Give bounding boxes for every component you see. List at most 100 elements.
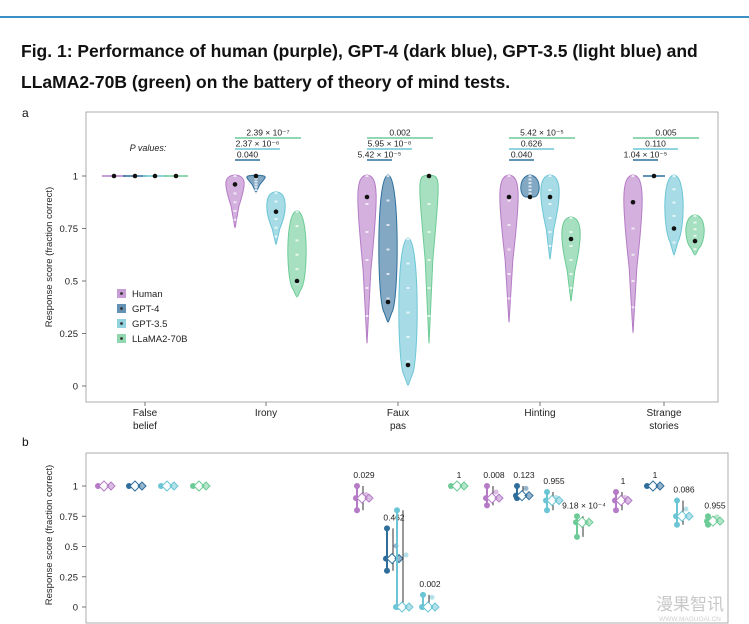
violin-point <box>631 280 635 282</box>
violin-point <box>672 188 676 191</box>
legend-dot <box>120 322 123 325</box>
y-tick-label: 0.5 <box>65 277 78 288</box>
median-dot <box>527 194 533 200</box>
panel-b-frame <box>85 452 729 624</box>
violin-point <box>386 224 390 226</box>
value-dot <box>420 591 426 598</box>
legend-entry: Human <box>132 289 163 300</box>
median-dot <box>232 182 238 187</box>
violin-point <box>386 273 390 275</box>
violin-point <box>406 262 410 265</box>
violin-point <box>427 287 431 289</box>
violin-0-3 <box>499 174 519 324</box>
violin-point <box>254 186 258 189</box>
violin-point <box>254 183 258 186</box>
dot-group-7: 0.002 <box>419 579 441 613</box>
violin-point <box>528 189 532 191</box>
value-dot <box>384 525 390 532</box>
x-tick-label: Hinting <box>524 408 555 419</box>
mean-diamond <box>584 517 594 528</box>
dot-group-3 <box>190 480 211 492</box>
violin-point <box>507 175 511 177</box>
violin-3-3 <box>561 216 581 303</box>
value-dot <box>484 483 490 489</box>
y-tick-label: 0.5 <box>65 542 78 553</box>
violin-point <box>427 259 431 261</box>
violin-point <box>528 182 532 184</box>
mean-diamond <box>137 481 147 491</box>
violin-point <box>693 254 697 257</box>
violin-point <box>427 203 431 205</box>
value-dot <box>353 495 359 502</box>
panel-a-y-label: Response score (fraction correct) <box>44 187 55 327</box>
mean-diamond <box>486 492 498 504</box>
violin-point <box>548 259 552 261</box>
mean-diamond <box>422 601 434 613</box>
violin-point <box>631 175 635 177</box>
median-dot <box>651 173 657 179</box>
x-tick-label: Irony <box>255 408 277 419</box>
median-dot <box>547 194 553 200</box>
violin-point <box>274 218 278 221</box>
violin-0-0 <box>102 173 126 179</box>
legend-entry: GPT-3.5 <box>132 319 167 330</box>
value-dot <box>574 513 580 520</box>
value-dot <box>683 506 689 512</box>
violin-point <box>528 192 532 195</box>
mean-diamond <box>169 481 179 491</box>
violin-1-4 <box>643 173 665 179</box>
value-dot <box>483 495 489 502</box>
violin-point <box>672 201 676 204</box>
mean-diamond <box>404 602 414 612</box>
value-dot <box>484 502 490 509</box>
violin-point <box>254 189 258 191</box>
dot-group-2 <box>158 480 179 492</box>
violin-point <box>365 203 369 205</box>
violin-point <box>507 297 511 300</box>
value-dot <box>383 555 389 562</box>
value-dot <box>644 483 650 489</box>
median-dot <box>506 194 512 200</box>
value-dot <box>403 552 409 558</box>
pvalue-text: 0.002 <box>389 128 411 138</box>
violin-point <box>365 259 369 261</box>
pvalue-text: 0.462 <box>383 512 405 522</box>
mean-diamond <box>129 480 141 492</box>
legend-dot <box>120 292 123 295</box>
violin-point <box>693 234 697 237</box>
median-dot <box>294 278 300 284</box>
median-dot <box>671 226 677 231</box>
pvalue-text: 9.18 × 10⁻⁴ <box>562 500 606 510</box>
violin-point <box>406 336 410 338</box>
dot-group-1 <box>126 480 147 492</box>
value-dot <box>573 519 579 526</box>
violin-point <box>254 177 258 180</box>
violin-point <box>406 385 410 387</box>
dot-group-16: 0.955 <box>704 500 726 528</box>
mean-diamond <box>524 490 534 501</box>
violin-point <box>548 175 552 177</box>
pvalue-text: 0.626 <box>521 139 543 149</box>
mean-diamond <box>201 481 211 491</box>
median-dot <box>152 173 158 179</box>
pvalue-text: 0.110 <box>645 139 666 149</box>
panel-a-label: a <box>22 106 29 120</box>
pvalue-text: 1 <box>653 470 658 480</box>
y-tick-label: 0 <box>73 603 78 614</box>
violin-point <box>233 192 237 195</box>
watermark-url: WWW.MAGUOAI.CN <box>659 616 721 623</box>
mean-diamond <box>364 493 374 503</box>
value-dot <box>673 513 679 520</box>
violin-point <box>693 221 697 224</box>
violin-point <box>274 235 278 238</box>
violin-point <box>386 297 390 300</box>
median-dot <box>111 173 117 179</box>
value-dot <box>612 497 618 504</box>
violin-point <box>274 200 278 203</box>
dot-group-6 <box>393 507 414 613</box>
violin-point <box>295 225 299 228</box>
violin-point <box>631 306 635 309</box>
violin-point <box>233 210 237 212</box>
violin-1-3 <box>520 174 540 200</box>
